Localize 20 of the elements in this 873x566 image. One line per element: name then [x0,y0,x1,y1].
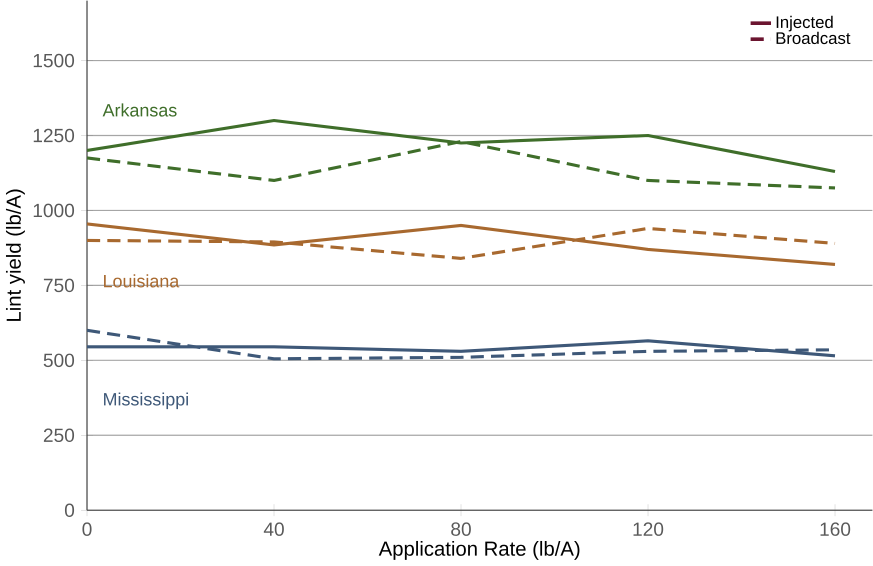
line-series [87,222,837,266]
x-tick-label: 40 [264,522,284,536]
y-axis-title: Lint yield (lb/A) [6,190,25,321]
y-tick-label: 500 [44,354,74,368]
y-tick-label: 250 [44,428,74,442]
y-tick-label: 1250 [34,128,74,142]
x-axis-title: Application Rate (lb/A) [378,541,580,560]
annotation: Louisiana [104,274,180,288]
y-tick-label: 1500 [34,54,74,68]
x-tick-label: 0 [82,522,92,536]
x-tick-label: 80 [451,522,471,536]
y-tick-label: 1000 [34,204,74,218]
annotation: Mississippi [104,392,188,410]
legend-label: Injected [776,16,833,32]
x-tick-label: 120 [634,522,664,536]
annotation: Arkansas [102,104,177,117]
y-tick-label: 0 [64,504,74,518]
y-tick-label: 750 [44,278,74,292]
x-tick-label: 160 [820,522,850,536]
legend-label: Broadcast [776,32,850,44]
